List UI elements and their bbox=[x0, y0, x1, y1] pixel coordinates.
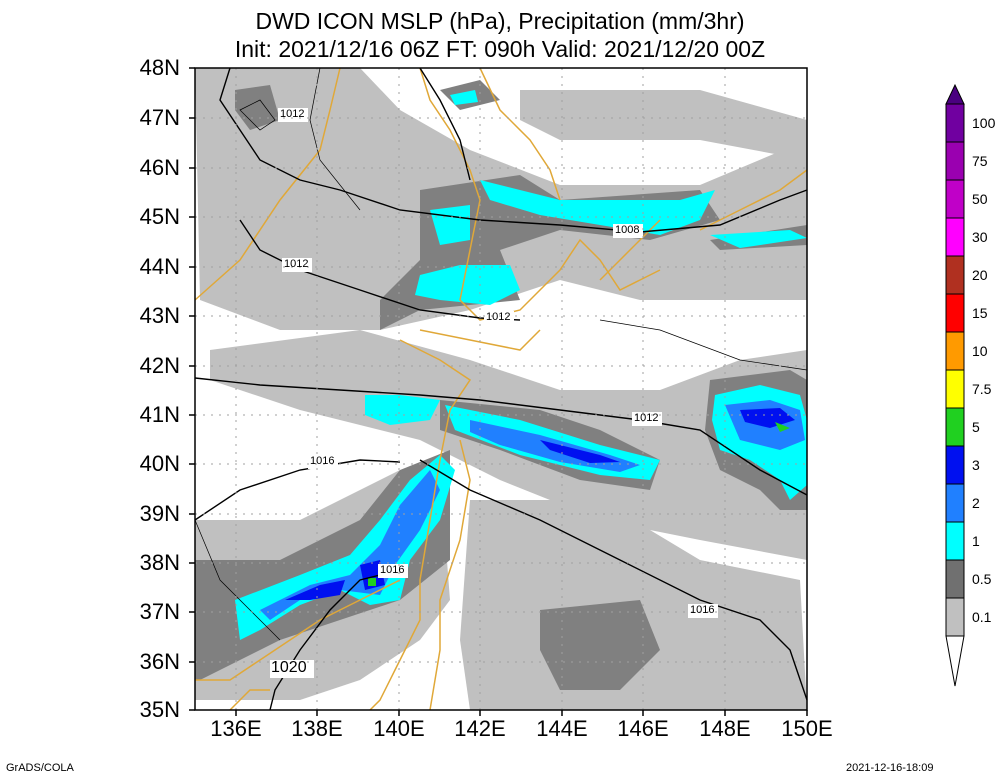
map-title: DWD ICON MSLP (hPa), Precipitation (mm/3… bbox=[255, 8, 745, 34]
colorbar-swatch-0-1 bbox=[945, 597, 965, 637]
lat-label: 35N bbox=[139, 697, 180, 722]
isobar-label: 1012 bbox=[634, 412, 659, 424]
lat-label: 45N bbox=[139, 204, 180, 229]
grid-lines bbox=[195, 68, 807, 710]
colorbar-swatch-0-5 bbox=[945, 559, 965, 599]
colorbar-label: 75 bbox=[972, 153, 988, 169]
colorbar-top-arrow bbox=[945, 83, 965, 105]
lat-label: 39N bbox=[139, 501, 180, 526]
lat-label: 40N bbox=[139, 451, 180, 476]
colorbar-label: 5 bbox=[972, 419, 980, 435]
isobars bbox=[194, 67, 808, 711]
colorbar-swatch-30 bbox=[945, 217, 965, 257]
colorbar-label: 7.5 bbox=[972, 381, 992, 397]
lat-label: 46N bbox=[139, 155, 180, 180]
map-subtitle: Init: 2021/12/16 06Z FT: 090h Valid: 202… bbox=[234, 36, 766, 62]
lat-label: 44N bbox=[139, 254, 180, 279]
isobar-label: 1012 bbox=[280, 108, 305, 120]
colorbar-swatch-10 bbox=[945, 331, 965, 371]
isobar-label: 1016 bbox=[690, 604, 715, 616]
colorbar-label: 30 bbox=[972, 229, 988, 245]
colorbar-swatch-50 bbox=[945, 179, 965, 219]
isobar-label: 1012 bbox=[486, 311, 511, 323]
precip-green-spots bbox=[368, 422, 790, 586]
colorbar-label: 2 bbox=[972, 495, 980, 511]
lat-label: 48N bbox=[139, 55, 180, 80]
isobar-label: 1016 bbox=[380, 564, 405, 576]
lon-label: 138E bbox=[291, 716, 343, 741]
colorbar-bottom-arrow bbox=[945, 635, 965, 687]
isobar-label: 1016 bbox=[310, 455, 335, 467]
colorbar-label: 10 bbox=[972, 343, 988, 359]
colorbar bbox=[945, 83, 965, 687]
lon-label: 148E bbox=[699, 716, 751, 741]
lat-label: 43N bbox=[139, 303, 180, 328]
colorbar-label: 3 bbox=[972, 457, 980, 473]
colorbar-label: 100 bbox=[972, 115, 996, 131]
lat-label: 38N bbox=[139, 550, 180, 575]
colorbar-label: 1 bbox=[972, 533, 980, 549]
colorbar-swatch-2 bbox=[945, 483, 965, 523]
colorbar-label: 50 bbox=[972, 191, 988, 207]
colorbar-label: 15 bbox=[972, 305, 988, 321]
lon-label: 136E bbox=[210, 716, 262, 741]
precip-darkblue-areas bbox=[285, 408, 795, 600]
colorbar-label: 0.1 bbox=[972, 609, 992, 625]
colorbar-swatch-7-5 bbox=[945, 369, 965, 409]
lon-label: 144E bbox=[536, 716, 588, 741]
thin-contours bbox=[194, 67, 808, 641]
lat-label: 47N bbox=[139, 105, 180, 130]
lat-label: 42N bbox=[139, 353, 180, 378]
lat-label: 36N bbox=[139, 649, 180, 674]
lon-label: 140E bbox=[373, 716, 425, 741]
isobar-label: 1008 bbox=[615, 224, 640, 236]
colorbar-swatch-15 bbox=[945, 293, 965, 333]
footer-credit: GrADS/COLA bbox=[6, 762, 74, 774]
lon-label: 146E bbox=[617, 716, 669, 741]
footer-timestamp: 2021-12-16-18:09 bbox=[846, 762, 934, 774]
lat-label: 37N bbox=[139, 599, 180, 624]
lon-label: 150E bbox=[781, 716, 833, 741]
isobar-label-boxes bbox=[270, 108, 718, 678]
colorbar-swatch-1 bbox=[945, 521, 965, 561]
axis-ticks bbox=[189, 67, 808, 716]
isobar-label: 1020 bbox=[271, 659, 307, 676]
colorbar-swatch-75 bbox=[945, 141, 965, 181]
colorbar-swatch-3 bbox=[945, 445, 965, 485]
colorbar-label: 0.5 bbox=[972, 571, 992, 587]
colorbar-label: 20 bbox=[972, 267, 988, 283]
map-frame bbox=[194, 67, 808, 711]
colorbar-swatch-5 bbox=[945, 407, 965, 447]
lon-label: 142E bbox=[454, 716, 506, 741]
lat-label: 41N bbox=[139, 402, 180, 427]
colorbar-swatch-20 bbox=[945, 255, 965, 295]
isobar-label: 1012 bbox=[284, 258, 309, 270]
colorbar-swatch-100 bbox=[945, 103, 965, 143]
